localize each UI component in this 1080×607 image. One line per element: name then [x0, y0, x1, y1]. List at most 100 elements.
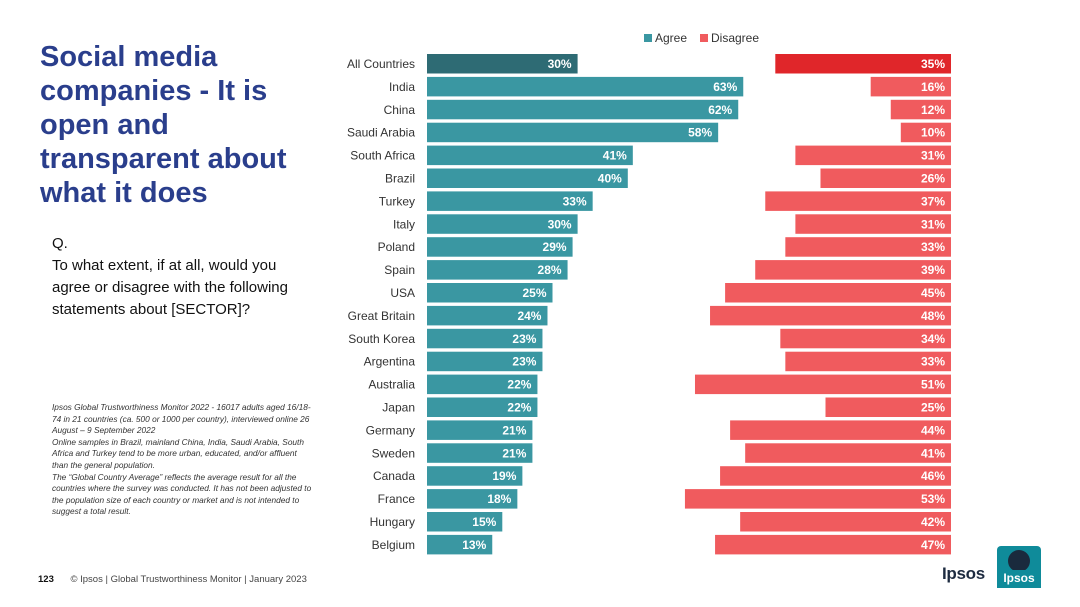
- disagree-bar-china: [890, 99, 951, 120]
- disagree-bar-australia: [694, 374, 951, 395]
- agree-value-south-africa: 41%: [603, 149, 627, 163]
- agree-bar-poland: [427, 237, 573, 257]
- disagree-bar-hungary: [740, 512, 951, 532]
- legend-label-agree: Agree: [655, 31, 687, 45]
- source-note: Ipsos Global Trustworthiness Monitor 202…: [52, 402, 311, 436]
- agree-value-south-korea: 23%: [512, 332, 536, 346]
- disagree-value-china: 12%: [921, 103, 945, 117]
- agree-value-poland: 29%: [543, 240, 567, 254]
- disagree-value-germany: 44%: [921, 423, 945, 437]
- logo-badge-text: Ipsos: [1003, 571, 1035, 585]
- agree-value-argentina: 23%: [512, 355, 536, 369]
- category-label-brazil: Brazil: [385, 171, 415, 185]
- agree-bar-south-korea: [427, 328, 543, 349]
- disagree-value-turkey: 37%: [921, 194, 945, 208]
- legend-swatch-agree: [644, 34, 652, 42]
- category-label-sweden: Sweden: [372, 446, 415, 460]
- disagree-value-france: 53%: [921, 492, 945, 506]
- agree-value-australia: 22%: [507, 378, 531, 392]
- category-label-japan: Japan: [382, 400, 415, 414]
- disagree-bar-all-countries: [775, 54, 951, 74]
- disagree-value-hungary: 42%: [921, 515, 945, 529]
- category-label-poland: Poland: [378, 240, 415, 254]
- disagree-bar-india: [870, 76, 951, 97]
- agree-bar-all-countries: [427, 54, 578, 74]
- disagree-value-india: 16%: [921, 80, 945, 94]
- agree-bar-hungary: [427, 512, 503, 532]
- disagree-value-italy: 31%: [921, 217, 945, 231]
- disagree-bar-japan: [825, 397, 951, 417]
- disagree-value-south-africa: 31%: [921, 149, 945, 163]
- agree-value-india: 63%: [713, 80, 737, 94]
- category-label-great-britain: Great Britain: [348, 309, 415, 323]
- agree-bar-usa: [427, 283, 553, 303]
- disagree-value-belgium: 47%: [921, 538, 945, 552]
- category-label-australia: Australia: [368, 378, 415, 392]
- agree-value-germany: 21%: [502, 423, 526, 437]
- disagree-bar-saudi-arabia: [900, 122, 951, 143]
- agree-value-brazil: 40%: [598, 171, 622, 185]
- disagree-bar-france: [684, 489, 951, 509]
- source-note: Online samples in Brazil, mainland China…: [52, 436, 304, 470]
- category-label-usa: USA: [390, 286, 415, 300]
- agree-bar-japan: [427, 397, 538, 417]
- agree-bar-germany: [427, 420, 533, 440]
- disagree-value-saudi-arabia: 10%: [921, 126, 945, 140]
- agree-bar-south-africa: [427, 145, 633, 166]
- disagree-bar-great-britain: [710, 305, 951, 326]
- disagree-value-brazil: 26%: [921, 171, 945, 185]
- disagree-bar-canada: [720, 466, 951, 486]
- category-label-belgium: Belgium: [372, 538, 415, 552]
- legend-label-disagree: Disagree: [711, 31, 759, 45]
- source-note: The “Global Country Average” reflects th…: [52, 471, 312, 517]
- category-label-france: France: [378, 492, 416, 506]
- disagree-bar-south-korea: [780, 328, 951, 349]
- ipsos-logo-icon: Ipsos: [997, 546, 1041, 588]
- agree-bar-belgium: [427, 534, 493, 555]
- agree-value-turkey: 33%: [563, 194, 587, 208]
- agree-value-france: 18%: [487, 492, 511, 506]
- disagree-bar-poland: [785, 237, 951, 257]
- disagree-bar-italy: [795, 214, 951, 234]
- category-label-all-countries: All Countries: [347, 57, 415, 71]
- category-label-argentina: Argentina: [364, 355, 416, 369]
- category-label-germany: Germany: [366, 423, 415, 437]
- page-number: 123: [38, 574, 54, 585]
- category-label-hungary: Hungary: [370, 515, 415, 529]
- agree-value-italy: 30%: [548, 217, 572, 231]
- disagree-value-great-britain: 48%: [921, 309, 945, 323]
- category-label-italy: Italy: [393, 217, 415, 231]
- agree-value-great-britain: 24%: [517, 309, 541, 323]
- disagree-value-all-countries: 35%: [921, 57, 945, 71]
- category-label-saudi-arabia: Saudi Arabia: [347, 126, 415, 140]
- disagree-bar-germany: [730, 420, 951, 440]
- agree-bar-australia: [427, 374, 538, 395]
- footer: 123 © Ipsos | Global Trustworthiness Mon…: [38, 574, 307, 585]
- disagree-bar-sweden: [745, 443, 951, 463]
- disagree-bar-belgium: [715, 534, 951, 555]
- disagree-value-usa: 45%: [921, 286, 945, 300]
- agree-bar-great-britain: [427, 305, 548, 326]
- disagree-bar-brazil: [820, 168, 951, 188]
- agree-value-all-countries: 30%: [548, 57, 572, 71]
- disagree-value-sweden: 41%: [921, 446, 945, 460]
- agree-value-china: 62%: [708, 103, 732, 117]
- agree-bar-saudi-arabia: [427, 122, 719, 143]
- agree-bar-italy: [427, 214, 578, 234]
- category-label-canada: Canada: [373, 469, 415, 483]
- disagree-bar-usa: [725, 283, 951, 303]
- agree-bar-brazil: [427, 168, 628, 188]
- agree-value-belgium: 13%: [462, 538, 486, 552]
- category-label-china: China: [384, 103, 416, 117]
- question-text: To what extent, if at all, would you agr…: [52, 257, 288, 318]
- question-label: Q.: [52, 235, 68, 252]
- disagree-value-japan: 25%: [921, 400, 945, 414]
- disagree-value-canada: 46%: [921, 469, 945, 483]
- ipsos-wordmark: Ipsos: [942, 564, 985, 583]
- copyright-text: © Ipsos | Global Trustworthiness Monitor…: [70, 574, 307, 585]
- agree-bar-argentina: [427, 351, 543, 372]
- disagree-value-australia: 51%: [921, 378, 945, 392]
- page-title: Social media companies - It is open and …: [40, 41, 287, 209]
- disagree-bar-spain: [755, 260, 951, 280]
